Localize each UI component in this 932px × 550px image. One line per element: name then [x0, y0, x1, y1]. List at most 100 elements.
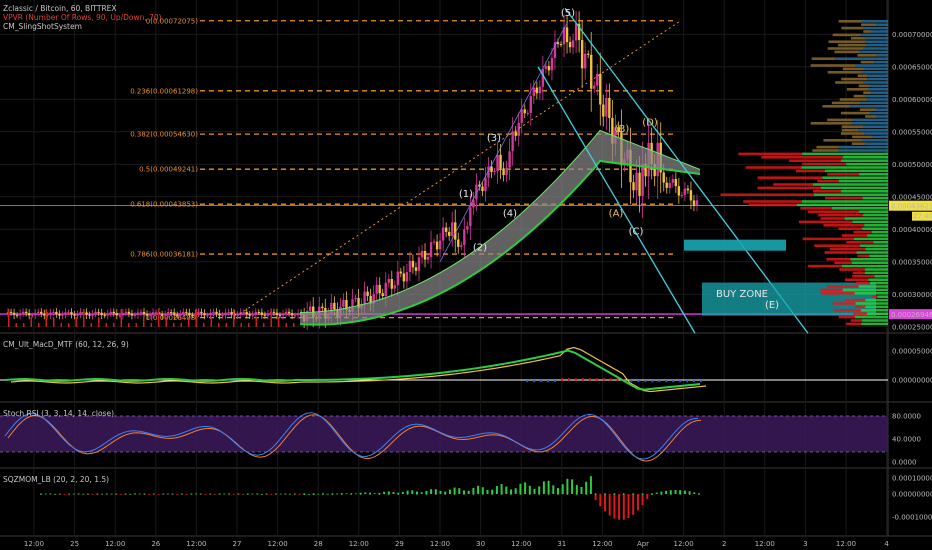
vpvr-bar: [800, 207, 832, 210]
macd-hist: [533, 380, 536, 383]
vpvr-bar: [862, 139, 888, 142]
sqz-dot: [256, 493, 259, 495]
x-tick-label: 29: [395, 540, 404, 548]
vpvr-bar: [841, 77, 868, 81]
buy-zone-label[interactable]: BUY ZONE: [716, 289, 768, 300]
volume-bar: [98, 317, 100, 327]
sqz-dot: [613, 493, 616, 495]
candle: [574, 23, 578, 41]
vpvr-bar: [871, 30, 888, 33]
macd-label[interactable]: CM_Ult_MacD_MTF (60, 12, 26, 9): [3, 340, 129, 349]
sqz-bar: [383, 491, 386, 494]
candle: [254, 312, 258, 315]
x-tick-label: 12:00: [105, 540, 125, 548]
sqz-dot: [463, 493, 465, 495]
vpvr-bar: [874, 275, 888, 278]
macd-hist: [526, 380, 529, 383]
x-tick-label: 30: [476, 540, 485, 548]
vpvr-bar: [876, 23, 888, 26]
volume-bar: [270, 309, 272, 327]
candle: [432, 241, 436, 243]
candle: [617, 127, 620, 133]
sqz-dot: [284, 493, 287, 495]
sqz-dot: [472, 493, 475, 495]
candle: [287, 311, 291, 314]
slingshot-legend[interactable]: CM_SlingShotSystem: [3, 22, 82, 31]
candle: [408, 260, 412, 272]
sqz-bar: [622, 494, 625, 520]
sqz-bar: [604, 494, 606, 512]
candle: [233, 313, 236, 316]
volume-bar: [30, 317, 32, 327]
volume-bar: [128, 323, 130, 327]
sqz-bar: [514, 488, 517, 494]
vpvr-legend[interactable]: VPVR (Number Of Rows, 90, Up/Down, 70): [3, 13, 162, 22]
vpvr-bar: [820, 288, 843, 292]
symbol-title[interactable]: Zclassic / Bitcoin, 60, BITTREX: [3, 4, 117, 13]
vpvr-bar: [867, 312, 888, 315]
sqz-dot: [434, 493, 437, 495]
vpvr-bar: [822, 105, 851, 108]
sqz-dot: [547, 493, 550, 495]
sqz-bar: [646, 494, 649, 500]
vpvr-bar: [876, 115, 888, 118]
vpvr-bar: [812, 190, 841, 193]
sqz-y-tick: 0.00000000: [892, 491, 932, 499]
sqz-dot: [632, 493, 635, 495]
candle: [686, 188, 690, 191]
x-tick-label: 12:00: [430, 540, 450, 548]
volume-profile: [720, 20, 888, 326]
candle: [281, 313, 285, 316]
fib-label: 1(0.00026408): [146, 314, 198, 322]
volume-bar: [195, 309, 197, 327]
volume-bar: [255, 317, 257, 327]
sqz-bar: [566, 478, 569, 494]
candle: [399, 271, 403, 274]
macd-hist: [609, 378, 612, 381]
volume-bar: [15, 323, 17, 327]
ema-fast-line: [299, 129, 701, 313]
sqz-bar: [463, 490, 465, 494]
vpvr-bar: [844, 278, 869, 281]
candle: [321, 306, 324, 308]
candle: [665, 182, 668, 188]
vpvr-bar: [863, 47, 888, 50]
sqz-bar: [594, 494, 597, 501]
sqz-dot: [528, 493, 531, 495]
candle: [556, 42, 560, 45]
macd-line: [4, 349, 701, 391]
candle: [363, 291, 366, 304]
candle: [70, 312, 73, 315]
macd-hist: [574, 378, 577, 381]
sqz-label[interactable]: SQZMOM_LB (20, 2, 20, 1.5): [3, 475, 110, 484]
candle: [151, 312, 155, 315]
y-tick-label: 0.00050000: [892, 161, 932, 169]
candle: [393, 285, 397, 289]
sqz-dot: [500, 493, 503, 495]
candle: [236, 314, 239, 316]
candle: [547, 66, 551, 71]
candle: [571, 40, 575, 48]
price-pane[interactable]: 0(0.00072075) 0.236(0.00061298) 0.382(0.00…: [0, 7, 888, 334]
macd-hist: [616, 378, 619, 381]
stoch-rsi-pane[interactable]: [0, 412, 888, 462]
candle: [40, 311, 43, 314]
stoch-label[interactable]: Stoch RSI (3, 3, 14, 14, close): [3, 409, 114, 418]
candle: [454, 222, 457, 240]
candle: [37, 311, 40, 313]
candle: [112, 311, 115, 314]
y-tick-label: 0.00035000: [892, 258, 932, 266]
candle: [121, 312, 125, 316]
macd-pane[interactable]: [0, 346, 888, 393]
candle: [378, 284, 381, 294]
vpvr-bar: [853, 230, 872, 234]
sqz-dot: [303, 493, 306, 495]
wave-label: (3): [487, 133, 501, 144]
squeeze-momentum-pane[interactable]: [40, 476, 700, 520]
vpvr-bar: [829, 247, 866, 251]
vpvr-bar: [838, 145, 888, 149]
vpvr-bar: [841, 159, 888, 162]
sqz-bar: [166, 493, 169, 495]
candle: [188, 312, 191, 316]
